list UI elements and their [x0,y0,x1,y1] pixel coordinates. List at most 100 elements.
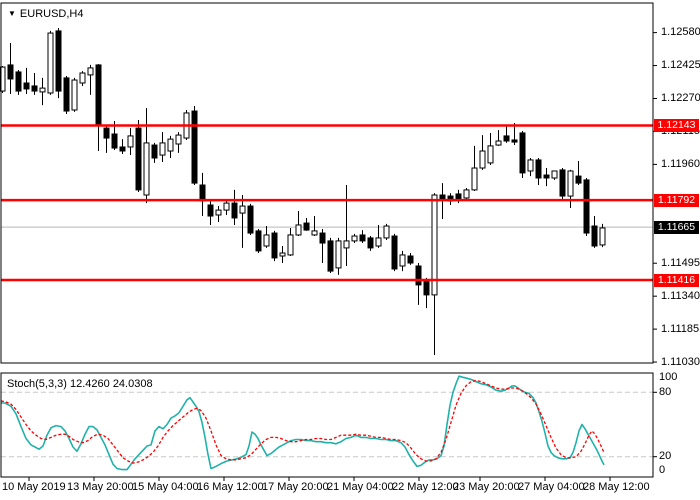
symbol-timeframe-label: ▼ EURUSD,H4 [8,7,84,21]
stochastic-d-value: 24.0308 [112,378,153,390]
bull-candle [383,225,390,239]
bull-candle [487,145,494,164]
bear-candle [359,234,366,242]
bull-candle [239,205,246,214]
bull-candle [87,67,94,76]
bear-candle [511,139,518,143]
bear-candle [391,235,398,270]
price-axis-label: 1.11495 [661,256,700,269]
bull-candle [295,224,302,236]
bear-candle [111,133,118,149]
stochastic-name: Stoch(5,3,3) [7,378,67,390]
bull-candle [215,209,222,216]
bull-candle [335,240,342,269]
price-axis-label: 1.11340 [661,289,700,302]
bull-candle [175,134,182,145]
bull-candle [39,87,46,93]
stochastic-panel-border [0,372,654,478]
level-price-badge: 1.12143 [654,119,699,132]
bull-candle [399,254,406,267]
bull-candle [47,32,54,94]
bull-candle [279,252,286,257]
time-axis-label: 23 May 20:00 [453,481,520,493]
bear-candle [367,237,374,249]
bear-candle [407,255,414,264]
bull-candle [463,189,470,199]
bull-candle [287,234,294,256]
price-axis-label: 1.11960 [661,157,700,170]
stochastic-indicator-label: Stoch(5,3,3) 12.4260 24.0308 [7,378,153,391]
bear-candle [135,127,142,191]
bull-candle [495,140,502,146]
bull-candle [167,138,174,152]
bear-candle [55,30,62,92]
stochastic-main-line [1,375,605,471]
stoch-scale-label: 20 [659,450,672,463]
bear-candle [303,222,310,231]
bear-candle [327,240,334,272]
time-axis-label: 27 May 04:00 [518,481,585,493]
bear-candle [103,127,110,139]
symbol-label-text: EURUSD,H4 [19,8,84,20]
bull-candle [479,150,486,169]
bear-candle [231,202,238,219]
stoch-scale-label: 80 [659,385,672,398]
bear-candle [271,232,278,259]
stoch-scale-label: 0 [659,463,666,476]
stochastic-signal-line [0,379,605,464]
time-axis-label: 13 May 20:00 [67,481,134,493]
stoch-scale-label: 100 [659,370,678,383]
bull-candle [527,159,534,172]
price-axis-label: 1.11030 [661,355,700,368]
level-price-badge: 1.11416 [654,273,699,287]
price-axis-label: 1.12425 [661,59,700,72]
bear-candle [151,144,158,159]
bull-candle [599,227,606,246]
bear-candle [423,280,430,296]
bull-candle [351,235,358,242]
chart-collapse-triangle-icon[interactable]: ▼ [8,9,16,18]
bull-candle [431,194,438,296]
time-axis-label: 17 May 20:00 [262,481,329,493]
price-axis-label: 1.12580 [661,26,700,39]
bear-candle [191,110,198,184]
time-axis-label: 16 May 12:00 [197,481,264,493]
bull-candle [127,135,134,148]
bear-candle [95,64,102,127]
bear-candle [319,232,326,244]
bear-candle [583,179,590,234]
bear-candle [63,77,70,112]
bear-candle [543,174,550,179]
bear-candle [535,159,542,179]
price-axis-label: 1.12270 [661,92,700,104]
price-axis-label: 1.11185 [661,322,700,335]
time-axis-label: 10 May 2019 [2,481,66,493]
bull-candle [71,79,78,111]
bear-candle [575,175,582,184]
time-axis-label: 15 May 04:00 [132,481,199,493]
bear-candle [519,132,526,174]
bear-candle [591,225,598,247]
bear-candle [119,146,126,152]
time-axis-label: 28 May 12:00 [583,481,650,493]
bull-candle [375,237,382,247]
bull-candle [263,234,270,247]
level-price-badge: 1.11792 [654,193,699,207]
bear-candle [23,82,30,90]
bear-candle [503,135,510,142]
bear-candle [199,184,206,202]
bear-candle [415,265,422,286]
stochastic-k-value: 12.4260 [69,378,110,390]
bear-candle [207,204,214,217]
bull-candle [567,170,574,197]
bull-candle [471,167,478,191]
bull-candle [223,202,230,211]
current-price-badge: 1.11665 [654,220,699,234]
bear-candle [7,64,14,80]
bull-candle [0,66,6,92]
bull-candle [311,230,318,236]
time-axis-label: 22 May 12:00 [392,481,459,493]
main-panel-border [0,2,654,364]
